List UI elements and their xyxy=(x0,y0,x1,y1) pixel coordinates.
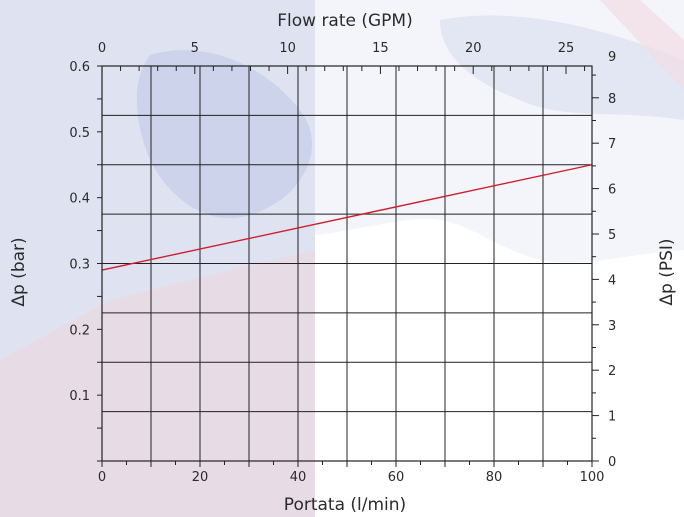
y-right-tick-label: 3 xyxy=(608,319,616,334)
y-left-tick-label: 0.6 xyxy=(69,60,90,75)
y-left-tick-label: 0.4 xyxy=(69,192,90,207)
x-bottom-tick-label: 20 xyxy=(192,470,209,485)
y-left-axis-title: Δp (bar) xyxy=(9,237,29,306)
x-bottom-tick-label: 40 xyxy=(290,470,307,485)
y-right-tick-label: 8 xyxy=(608,92,616,107)
y-right-tick-label: 6 xyxy=(608,183,616,198)
x-bottom-tick-label: 0 xyxy=(98,470,106,485)
x-top-tick-label: 15 xyxy=(372,41,389,56)
x-bottom-tick-label: 80 xyxy=(486,470,503,485)
x-top-tick-label: 25 xyxy=(558,41,575,56)
y-right-tick-label: 1 xyxy=(608,410,616,425)
x-top-tick-label: 20 xyxy=(465,41,482,56)
y-right-tick-label: 7 xyxy=(608,137,616,152)
y-left-tick-label: 0.2 xyxy=(69,323,90,338)
x-bottom-axis-title: Portata (l/min) xyxy=(284,495,406,515)
y-left-tick-label: 0.3 xyxy=(69,258,90,273)
y-right-tick-label: 9 xyxy=(608,50,616,65)
x-bottom-tick-label: 60 xyxy=(388,470,405,485)
y-right-axis-title: Δp (PSI) xyxy=(657,238,677,305)
y-left-tick-label: 0.5 xyxy=(69,126,90,141)
x-top-axis-title: Flow rate (GPM) xyxy=(277,11,413,31)
x-top-tick-label: 0 xyxy=(98,41,106,56)
y-left-tick-label: 0.1 xyxy=(69,389,90,404)
y-right-tick-label: 5 xyxy=(608,228,616,243)
y-right-tick-label: 0 xyxy=(608,455,616,470)
x-bottom-tick-label: 100 xyxy=(580,470,605,485)
y-right-tick-label: 4 xyxy=(608,273,616,288)
y-right-tick-label: 2 xyxy=(608,364,616,379)
x-top-tick-label: 10 xyxy=(279,41,296,56)
x-top-tick-label: 5 xyxy=(191,41,199,56)
